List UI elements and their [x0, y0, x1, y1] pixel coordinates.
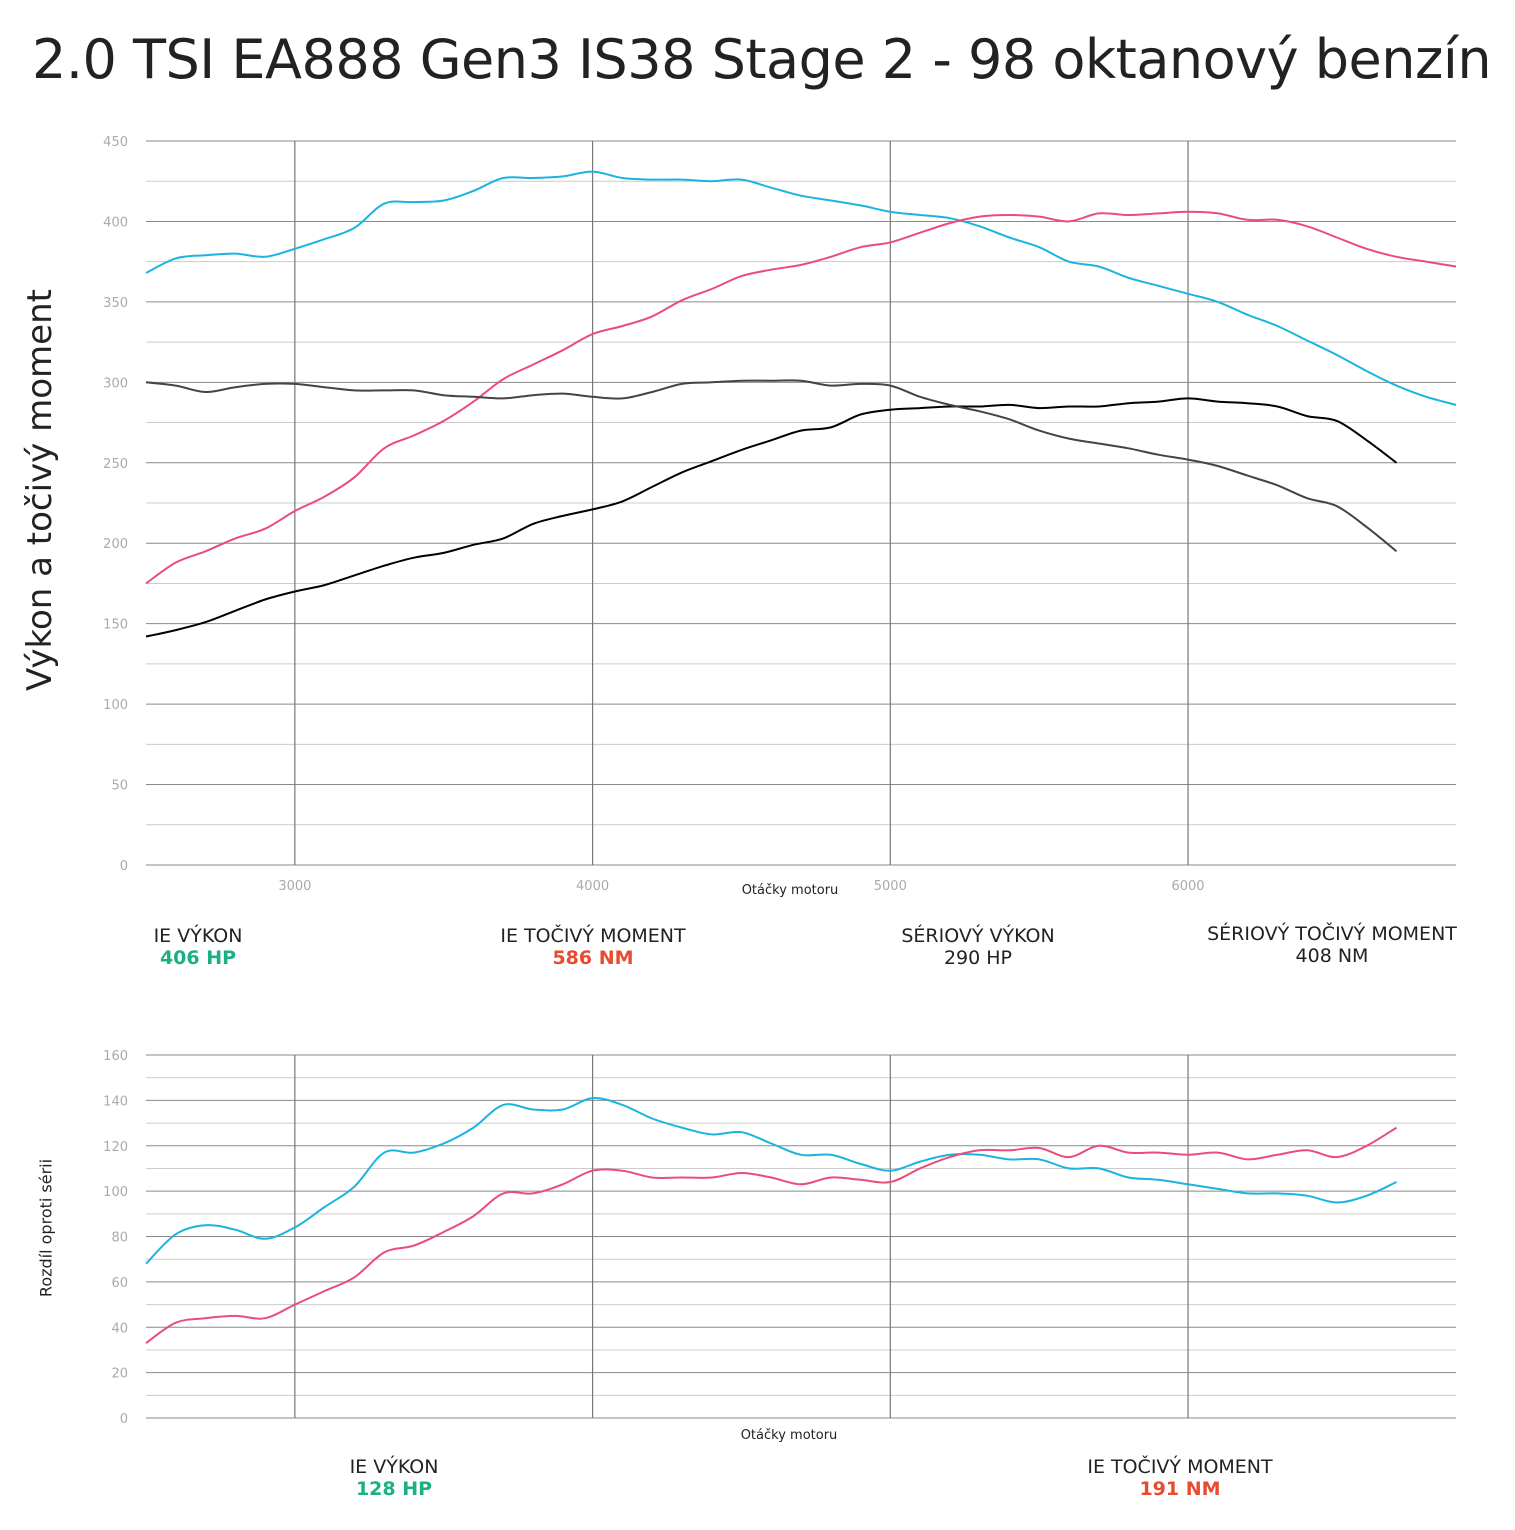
y-tick-label: 120	[103, 1140, 128, 1155]
stat-label: IE VÝKON	[153, 925, 243, 947]
stat-label: SÉRIOVÝ TOČIVÝ MOMENT	[1207, 923, 1457, 945]
y-tick-label: 50	[111, 779, 128, 794]
y-tick-label: 80	[111, 1231, 128, 1246]
main-chart: 0 50 100 150 200 250 300 350 400 450 3000 4000 5000 6…	[103, 135, 1457, 898]
series-line-ie-torque	[145, 1126, 1398, 1344]
chart-title: 2.0 TSI EA888 Gen3 IS38 Stage 2 - 98 okt…	[32, 28, 1492, 91]
stat-label: SÉRIOVÝ VÝKON	[901, 925, 1055, 947]
y-tick-label: 450	[103, 135, 128, 150]
series-line-stock-torque	[145, 379, 1398, 553]
y-tick-label: 100	[103, 698, 128, 713]
y-tick-label: 200	[103, 537, 128, 552]
x-tick-label: 3000	[278, 879, 311, 894]
x-axis-label: Otáčky motoru	[741, 1428, 838, 1443]
main-stat-stock-power: SÉRIOVÝ VÝKON 290 HP	[878, 925, 1078, 969]
stat-label: IE TOČIVÝ MOMENT	[500, 925, 686, 947]
y-tick-label: 300	[103, 376, 128, 391]
series-line-ie-power	[145, 1097, 1397, 1265]
y-tick-label: 150	[103, 618, 128, 633]
y-tick-label: 350	[103, 296, 128, 311]
diff-stat-ie-power: IE VÝKON 128 HP	[314, 1456, 474, 1500]
x-tick-label: 4000	[576, 879, 609, 894]
y-tick-label: 100	[103, 1185, 128, 1200]
series-line-ie-power	[145, 170, 1457, 406]
x-tick-label: 5000	[874, 879, 907, 894]
stat-value: 408 NM	[1295, 945, 1369, 967]
y-tick-label: 140	[103, 1094, 128, 1109]
stat-value: 406 HP	[159, 947, 237, 969]
stat-value: 191 NM	[1139, 1478, 1221, 1500]
y-tick-label: 0	[120, 1412, 128, 1427]
stat-label: IE TOČIVÝ MOMENT	[1087, 1456, 1273, 1478]
series-line-ie-torque	[145, 210, 1457, 585]
diff-stat-ie-torque: IE TOČIVÝ MOMENT 191 NM	[1070, 1456, 1290, 1500]
y-tick-label: 60	[111, 1276, 128, 1291]
series-line-stock-power	[145, 397, 1398, 638]
y-tick-label: 250	[103, 457, 128, 472]
stat-value: 586 NM	[552, 947, 634, 969]
x-axis-label: Otáčky motoru	[742, 883, 839, 898]
y-tick-label: 20	[111, 1367, 128, 1382]
y-tick-label: 0	[120, 859, 128, 874]
x-tick-label: 6000	[1171, 879, 1204, 894]
main-stat-ie-torque: IE TOČIVÝ MOMENT 586 NM	[483, 925, 703, 969]
main-stat-stock-torque: SÉRIOVÝ TOČIVÝ MOMENT 408 NM	[1192, 923, 1472, 967]
main-stat-ie-power: IE VÝKON 406 HP	[128, 925, 268, 969]
y-tick-label: 40	[111, 1321, 128, 1336]
y-tick-label: 400	[103, 215, 128, 230]
stat-value: 290 HP	[943, 947, 1013, 969]
stat-value: 128 HP	[355, 1478, 433, 1500]
stat-label: IE VÝKON	[349, 1456, 439, 1478]
y-tick-label: 160	[103, 1049, 128, 1064]
